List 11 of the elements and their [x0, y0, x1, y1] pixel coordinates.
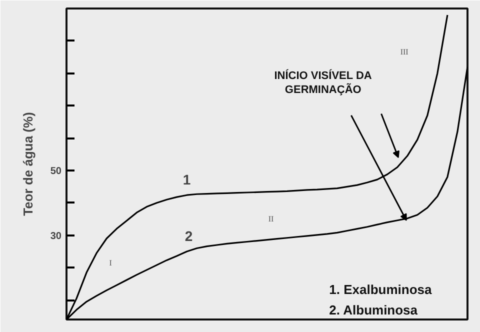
annotation: 2. Albuminosa [329, 302, 418, 318]
series-label: 1 [182, 171, 191, 188]
annotation: I [109, 258, 112, 268]
annotation: 1. Exalbuminosa [329, 282, 433, 298]
y-tick-label: 30 [50, 230, 62, 242]
y-tick-label: 50 [50, 166, 62, 177]
y-axis-title: Teor de água (%) [20, 112, 36, 216]
annotation: II [268, 214, 274, 224]
annotation: INÍCIO VISÍVEL DA GERMINAÇÃO [274, 68, 372, 96]
annotation: III [400, 47, 409, 56]
series-label: 2 [184, 228, 193, 244]
